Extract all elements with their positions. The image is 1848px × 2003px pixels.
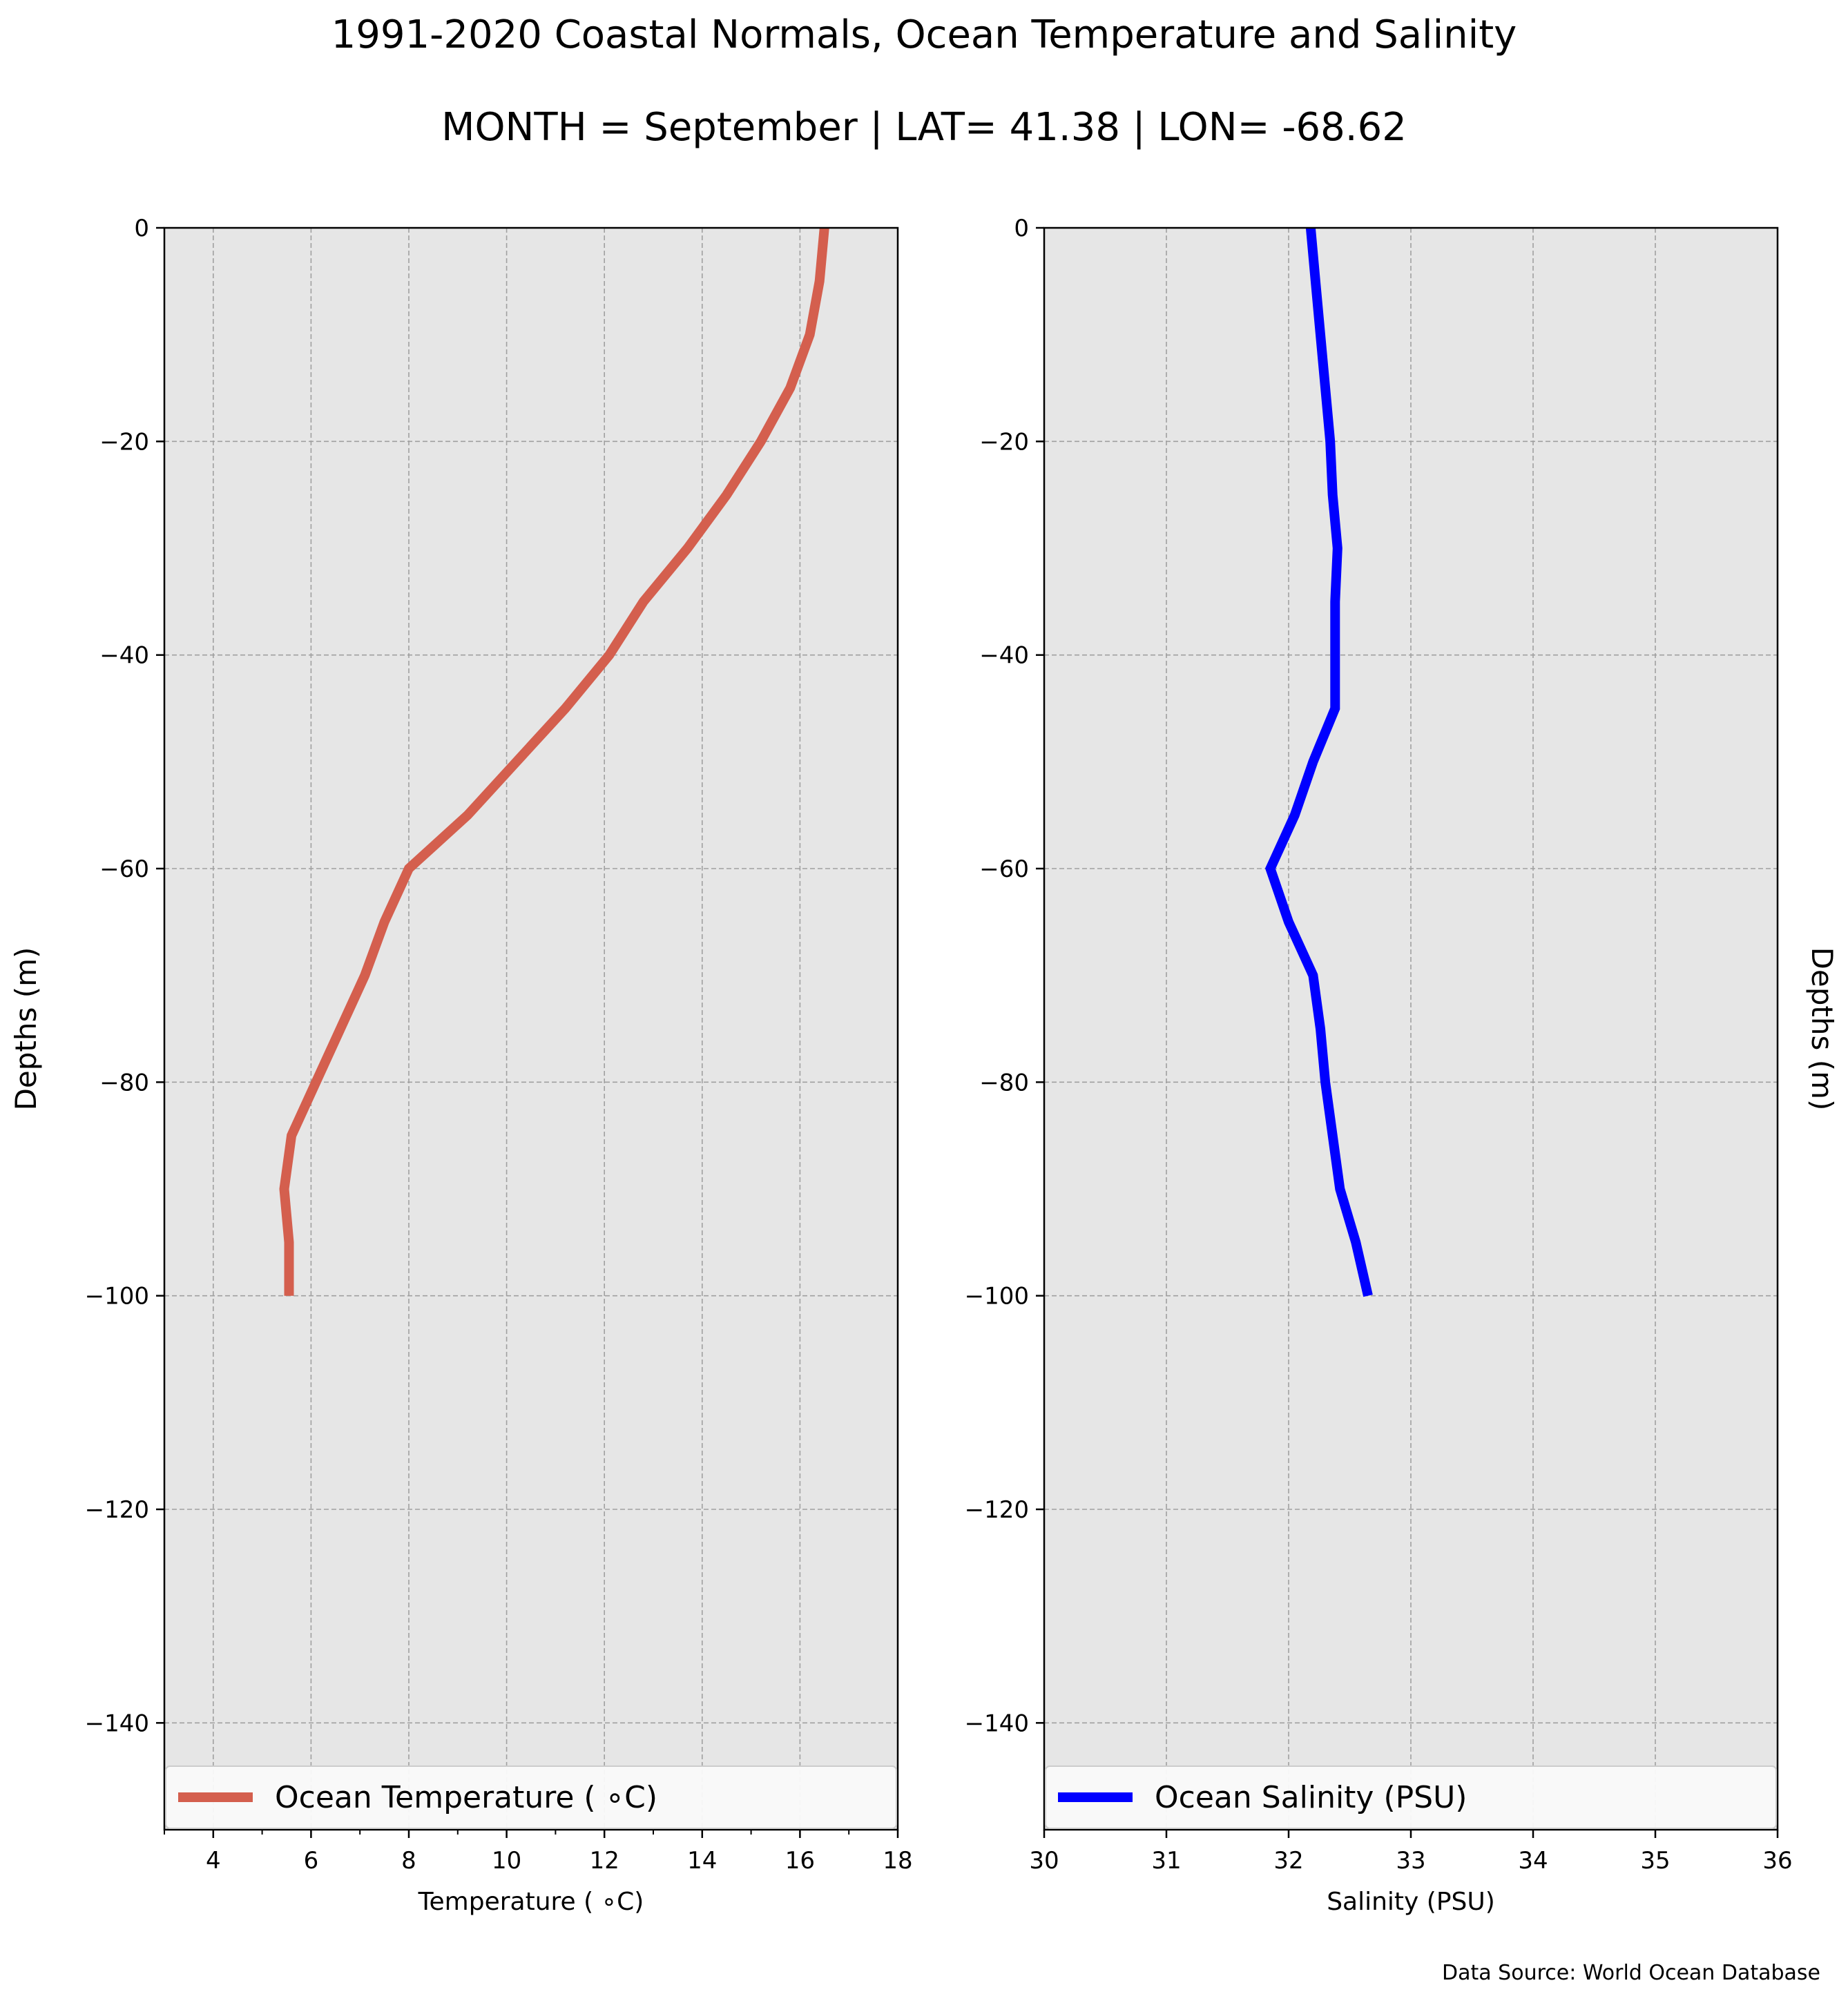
sal-x-tick-label: 35 (1640, 1847, 1670, 1875)
data-source-note: Data Source: World Ocean Database (1442, 1961, 1820, 1985)
temp-y-tick-label: −140 (85, 1710, 149, 1737)
temp-x-tick-label: 16 (785, 1847, 815, 1875)
temp-x-tick-label: 10 (492, 1847, 521, 1875)
sal-panel: 30 31 32 33 34 35 36 0 −20 −40 −60 −80 −100 −120 −140 S… (965, 215, 1839, 1916)
sal-x-tick-label: 36 (1762, 1847, 1792, 1875)
temp-axes-frame (163, 226, 899, 1831)
temp-legend-box (165, 1765, 897, 1829)
sal-y-tick-label: −80 (979, 1069, 1029, 1096)
temp-x-tick-label: 18 (883, 1847, 912, 1875)
sal-legend-box (1045, 1765, 1777, 1829)
chart-title: 1991-2020 Coastal Normals, Ocean Tempera… (331, 12, 1517, 57)
temp-panel: 4 6 8 10 12 14 16 18 0 −20 −40 −60 −80 −100 −120 −140 Te… (9, 215, 913, 1916)
temp-y-tick-label: −120 (85, 1496, 149, 1524)
temp-x-tick-label: 8 (401, 1847, 416, 1875)
sal-y-axis-label: Depths (m) (1805, 947, 1839, 1111)
temp-y-tick-label: −20 (99, 428, 149, 456)
sal-legend-label: Ocean Salinity (PSU) (1155, 1780, 1467, 1815)
chart-subtitle: MONTH = September | LAT= 41.38 | LON= -6… (441, 105, 1407, 150)
temp-y-tick-label: −40 (99, 642, 149, 670)
sal-y-tick-label: −20 (979, 428, 1029, 456)
sal-x-tick-label: 31 (1151, 1847, 1181, 1875)
temp-x-axis-label: Temperature ( ∘C) (418, 1888, 644, 1916)
sal-y-tick-label: 0 (1014, 215, 1029, 242)
temp-x-tick-label: 4 (206, 1847, 221, 1875)
sal-series-line (1264, 227, 1373, 1297)
sal-y-tick-label: −40 (979, 642, 1029, 670)
sal-x-tick-label: 32 (1273, 1847, 1303, 1875)
temp-y-tick-label: −80 (99, 1069, 149, 1096)
temp-plot-area (164, 228, 898, 1830)
temp-series-line (279, 227, 829, 1296)
sal-x-axis-label: Salinity (PSU) (1327, 1888, 1495, 1916)
sal-x-tick-label: 30 (1029, 1847, 1059, 1875)
sal-y-tick-label: −60 (979, 855, 1029, 883)
temp-y-axis-label: Depths (m) (9, 947, 43, 1111)
temp-x-tick-label: 12 (590, 1847, 619, 1875)
sal-y-tick-label: −140 (965, 1710, 1029, 1737)
temp-x-tick-label: 14 (687, 1847, 717, 1875)
sal-x-tick-label: 34 (1518, 1847, 1548, 1875)
sal-y-tick-label: −100 (965, 1283, 1029, 1310)
temp-legend-label: Ocean Temperature ( ∘C) (275, 1780, 657, 1815)
temp-y-tick-label: −100 (85, 1283, 149, 1310)
sal-y-tick-label: −120 (965, 1496, 1029, 1524)
sal-x-tick-label: 33 (1396, 1847, 1425, 1875)
temp-y-tick-label: −60 (99, 855, 149, 883)
temp-x-tick-label: 6 (304, 1847, 319, 1875)
temp-y-tick-label: 0 (134, 215, 149, 242)
